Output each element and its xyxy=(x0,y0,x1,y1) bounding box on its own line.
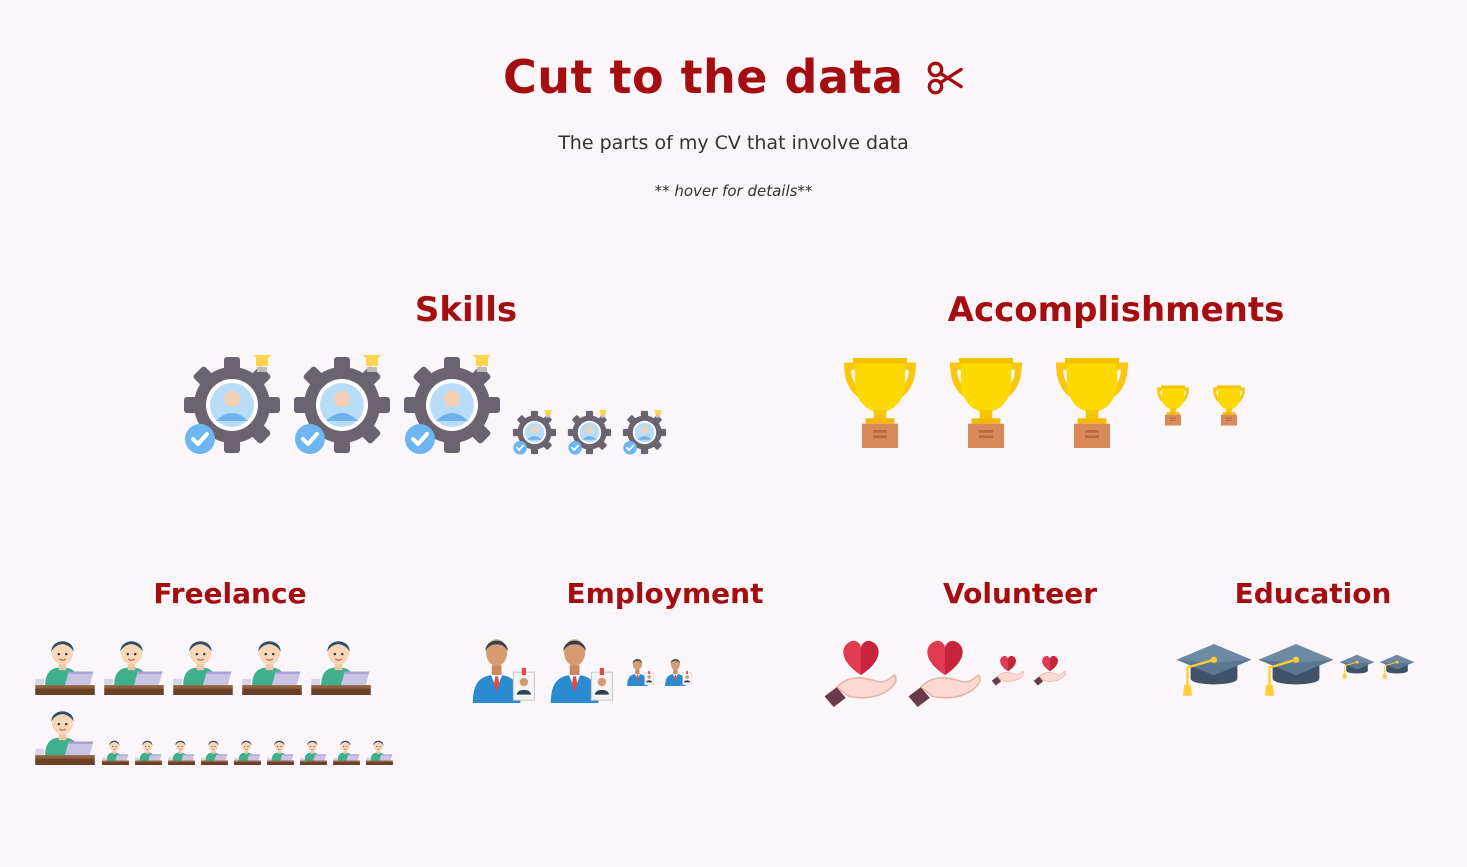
laptop-worker-icon-small[interactable] xyxy=(101,737,130,765)
heart-hand-icon-small[interactable] xyxy=(1033,651,1067,686)
section-heading-education: Education xyxy=(1234,577,1392,610)
laptop-worker-icon-small[interactable] xyxy=(266,737,295,765)
skills-icon-row xyxy=(182,355,667,455)
employment-icon-row xyxy=(470,633,694,703)
laptop-worker-icon-small[interactable] xyxy=(200,737,229,765)
heart-hand-icon[interactable] xyxy=(907,630,983,708)
laptop-worker-icon-small[interactable] xyxy=(299,737,328,765)
businessman-icon-small[interactable] xyxy=(664,655,694,687)
section-heading-freelance: Freelance xyxy=(153,577,307,610)
trophy-icon-small[interactable] xyxy=(1209,383,1249,428)
heart-hand-icon[interactable] xyxy=(823,630,899,708)
graduation-cap-icon-small[interactable] xyxy=(1339,647,1375,683)
section-heading-volunteer: Volunteer xyxy=(942,577,1097,610)
section-heading-employment: Employment xyxy=(566,577,764,610)
graduation-cap-icon-small[interactable] xyxy=(1379,647,1415,683)
volunteer-icon-row xyxy=(823,630,1067,708)
freelance-icon-row-2 xyxy=(33,703,394,765)
laptop-worker-icon[interactable] xyxy=(171,633,235,695)
page-title-text: Cut to the data xyxy=(502,50,904,104)
graduation-cap-icon[interactable] xyxy=(1257,627,1335,705)
laptop-worker-icon[interactable] xyxy=(240,633,304,695)
hover-hint: ** hover for details** xyxy=(654,182,813,200)
accomplishments-icon-row xyxy=(835,353,1249,453)
heart-hand-icon-small[interactable] xyxy=(991,651,1025,686)
education-icon-row xyxy=(1175,627,1415,705)
businessman-icon[interactable] xyxy=(470,633,540,703)
freelance-icon-row-1 xyxy=(33,633,373,695)
gear-person-icon[interactable] xyxy=(402,355,502,455)
gear-person-icon-small[interactable] xyxy=(567,410,612,455)
businessman-icon[interactable] xyxy=(548,633,618,703)
laptop-worker-icon-small[interactable] xyxy=(332,737,361,765)
businessman-icon-small[interactable] xyxy=(626,655,656,687)
gear-person-icon-small[interactable] xyxy=(622,410,667,455)
trophy-icon-small[interactable] xyxy=(1153,383,1193,428)
laptop-worker-icon[interactable] xyxy=(309,633,373,695)
gear-person-icon-small[interactable] xyxy=(512,410,557,455)
trophy-icon[interactable] xyxy=(835,353,925,453)
gear-person-icon[interactable] xyxy=(182,355,282,455)
trophy-icon[interactable] xyxy=(1047,353,1137,453)
laptop-worker-icon-small[interactable] xyxy=(365,737,394,765)
page-title: Cut to the data xyxy=(0,50,1467,104)
gear-person-icon[interactable] xyxy=(292,355,392,455)
trophy-icon[interactable] xyxy=(941,353,1031,453)
laptop-worker-icon-small[interactable] xyxy=(167,737,196,765)
laptop-worker-icon-small[interactable] xyxy=(233,737,262,765)
laptop-worker-icon[interactable] xyxy=(102,633,166,695)
scissors-icon xyxy=(927,61,963,95)
section-heading-accomplishments: Accomplishments xyxy=(947,290,1285,330)
laptop-worker-icon[interactable] xyxy=(33,633,97,695)
graduation-cap-icon[interactable] xyxy=(1175,627,1253,705)
laptop-worker-icon-small[interactable] xyxy=(134,737,163,765)
laptop-worker-icon[interactable] xyxy=(33,703,97,765)
section-heading-skills: Skills xyxy=(414,290,518,330)
page-subtitle: The parts of my CV that involve data xyxy=(558,132,909,154)
